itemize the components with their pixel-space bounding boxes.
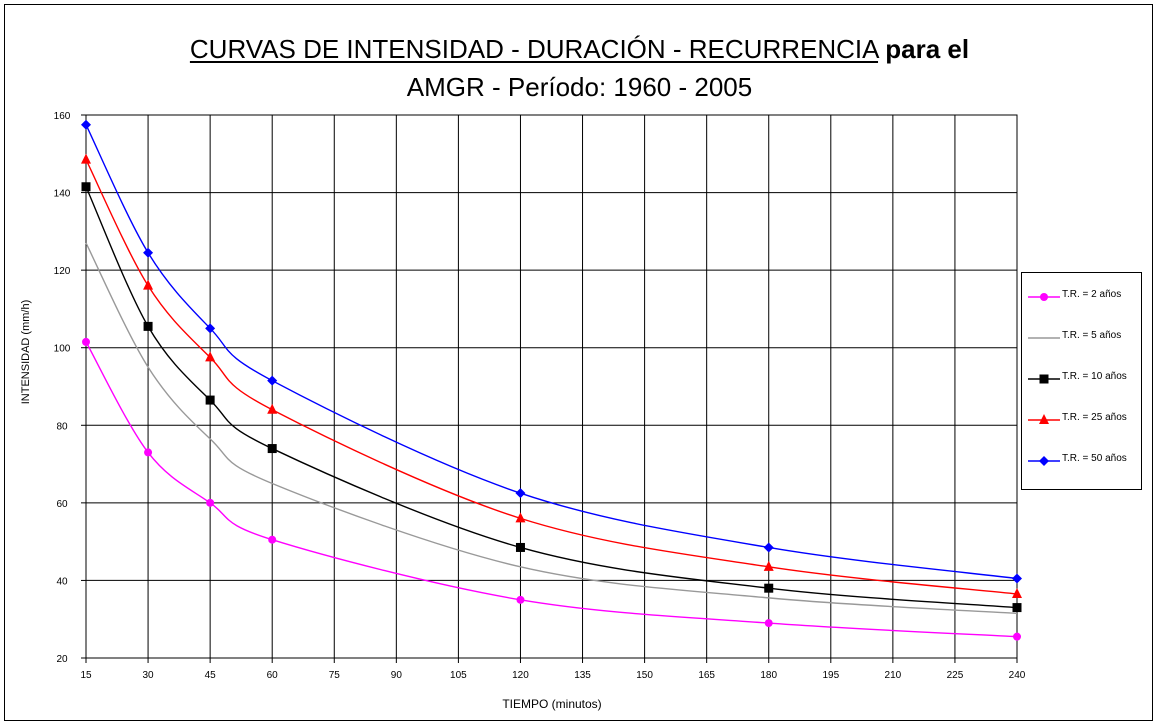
legend-swatch-marker bbox=[1039, 374, 1049, 384]
y-tick-label: 120 bbox=[54, 266, 71, 277]
legend-swatch-marker bbox=[1039, 456, 1049, 466]
y-tick-label: 60 bbox=[56, 499, 68, 510]
y-tick-label: 20 bbox=[56, 654, 68, 665]
x-tick-label: 15 bbox=[80, 670, 92, 681]
chart-title-suffix: para el bbox=[885, 34, 970, 64]
series-3-point bbox=[515, 542, 525, 552]
legend-swatch bbox=[1028, 374, 1060, 384]
x-tick-label: 75 bbox=[329, 670, 341, 681]
legend-swatch-marker bbox=[1040, 293, 1048, 301]
series-2-line bbox=[85, 242, 1018, 615]
legend-label: T.R. = 10 años bbox=[1062, 371, 1127, 382]
legend-swatch bbox=[1028, 414, 1060, 424]
series-5-point bbox=[515, 488, 526, 499]
series-1-point bbox=[206, 498, 215, 507]
chart-title-main: CURVAS DE INTENSIDAD - DURACIÓN - RECURR… bbox=[189, 34, 879, 64]
legend-swatch bbox=[1028, 456, 1060, 466]
series-5-point bbox=[205, 323, 216, 334]
legend-label: T.R. = 50 años bbox=[1062, 453, 1127, 464]
chart-title: CURVAS DE INTENSIDAD - DURACIÓN - RECURR… bbox=[0, 34, 1159, 65]
series-1-point bbox=[764, 619, 773, 628]
series-1-point bbox=[1013, 632, 1021, 641]
y-tick-label: 140 bbox=[54, 189, 71, 200]
series-4-line bbox=[85, 159, 1018, 595]
series-4-point bbox=[205, 351, 216, 362]
series-4-point bbox=[763, 560, 774, 571]
x-tick-label: 225 bbox=[947, 670, 964, 681]
y-tick-label: 80 bbox=[56, 421, 68, 432]
legend-item: T.R. = 5 años bbox=[1022, 328, 1143, 348]
plot-area bbox=[85, 114, 1018, 659]
x-tick-label: 210 bbox=[885, 670, 902, 681]
x-tick-label: 60 bbox=[267, 670, 279, 681]
chart-subtitle: AMGR - Período: 1960 - 2005 bbox=[406, 72, 753, 102]
legend-label: T.R. = 25 años bbox=[1062, 412, 1127, 423]
series-5-line bbox=[85, 124, 1018, 580]
series-4-point bbox=[143, 279, 154, 290]
series-3-point bbox=[81, 182, 91, 192]
x-tick-label: 180 bbox=[760, 670, 777, 681]
y-tick-label: 40 bbox=[56, 576, 68, 587]
legend-swatch bbox=[1028, 293, 1060, 301]
series-3-point bbox=[1012, 603, 1022, 613]
series-3-point bbox=[143, 321, 153, 331]
x-tick-label: 165 bbox=[698, 670, 715, 681]
x-axis-label: TIEMPO (minutos) bbox=[502, 697, 602, 711]
x-tick-label: 120 bbox=[512, 670, 529, 681]
legend-label: T.R. = 5 años bbox=[1062, 330, 1122, 341]
chart-legend: T.R. = 2 años T.R. = 5 años T.R. = 10 años… bbox=[1021, 272, 1142, 490]
series-5-point bbox=[267, 375, 278, 386]
y-tick-label: 160 bbox=[54, 111, 71, 122]
legend-item: T.R. = 25 años bbox=[1022, 410, 1143, 430]
x-tick-label: 135 bbox=[574, 670, 591, 681]
series-5-point bbox=[143, 247, 154, 258]
x-tick-label: 30 bbox=[143, 670, 155, 681]
x-tick-label: 195 bbox=[822, 670, 839, 681]
series-4-point bbox=[1012, 588, 1022, 599]
series-5-point bbox=[763, 542, 774, 553]
legend-item: T.R. = 50 años bbox=[1022, 451, 1143, 471]
y-tick-label: 100 bbox=[54, 344, 71, 355]
series-4-point bbox=[515, 512, 526, 523]
legend-label: T.R. = 2 años bbox=[1062, 289, 1122, 300]
series-5-point bbox=[1012, 573, 1022, 584]
series-5-point bbox=[81, 119, 91, 130]
series-3-point bbox=[267, 444, 277, 454]
series-3-point bbox=[205, 395, 215, 405]
series-1-point bbox=[82, 337, 90, 346]
x-tick-label: 90 bbox=[391, 670, 403, 681]
x-tick-label: 45 bbox=[205, 670, 217, 681]
legend-swatch bbox=[1028, 337, 1060, 339]
series-1-point bbox=[516, 595, 525, 604]
series-1-point bbox=[144, 448, 153, 457]
legend-swatch-marker bbox=[1039, 414, 1049, 424]
x-tick-label: 105 bbox=[450, 670, 467, 681]
legend-item: T.R. = 10 años bbox=[1022, 369, 1143, 389]
series-1-point bbox=[268, 535, 277, 544]
legend-item: T.R. = 2 años bbox=[1022, 287, 1143, 307]
series-4-point bbox=[267, 403, 278, 414]
x-tick-label: 150 bbox=[636, 670, 653, 681]
series-3-point bbox=[764, 583, 774, 593]
series-4-point bbox=[81, 153, 91, 164]
y-axis-label: INTENSIDAD (mm/h) bbox=[20, 299, 32, 405]
x-tick-label: 240 bbox=[1009, 670, 1026, 681]
